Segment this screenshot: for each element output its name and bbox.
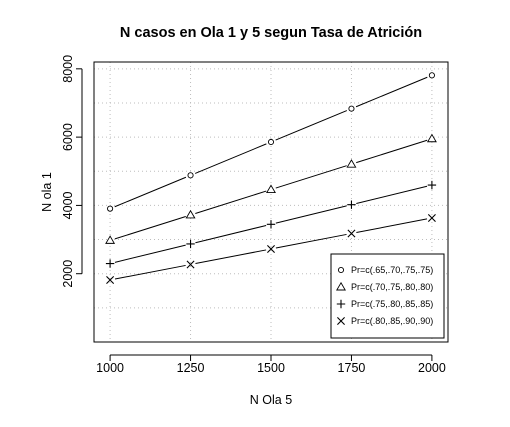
legend-label: Pr=c(.80,.85,.90,.90) [351, 316, 433, 326]
series-line-segment [275, 205, 347, 224]
series-line-segment [356, 218, 428, 234]
x-axis-label: N Ola 5 [250, 393, 292, 407]
y-axis-label: N ola 1 [40, 172, 54, 212]
series-line-segment [195, 249, 267, 265]
data-point [266, 184, 276, 194]
data-point [428, 72, 435, 79]
x-tick-label: 1250 [177, 361, 205, 375]
axes: 1000 1250 1500 1750 2000 2000 4000 6000 8000 [61, 55, 446, 375]
legend: Pr=c(.65,.70,.75,.75) Pr=c(.70,.75,.80,.8… [330, 253, 445, 339]
legend-marker [337, 317, 345, 325]
legend-box [330, 253, 445, 339]
y-tick-label: 4000 [61, 191, 75, 219]
data-point [187, 172, 194, 179]
series-line-segment [275, 110, 348, 141]
series-line-segment [114, 264, 186, 280]
y-tick-label: 8000 [61, 55, 75, 83]
data-point [107, 205, 114, 212]
data-point [267, 244, 275, 253]
series-line-segment [355, 76, 428, 108]
legend-marker [337, 266, 345, 274]
series-2 [105, 133, 437, 244]
series-line-segment [275, 165, 347, 189]
data-point [267, 138, 275, 146]
series-line-segment [356, 185, 428, 204]
data-point [427, 180, 437, 190]
x-tick-label: 1750 [338, 361, 366, 375]
series-group [105, 72, 437, 284]
data-point [426, 133, 437, 143]
data-point [347, 229, 356, 238]
data-point [185, 209, 196, 219]
data-point [347, 200, 356, 209]
series-3 [105, 180, 437, 268]
series-line-segment [195, 190, 267, 214]
y-tick-label: 2000 [61, 260, 75, 288]
plot-frame [93, 61, 449, 343]
series-1 [107, 72, 435, 212]
series-4 [106, 213, 436, 284]
data-point [427, 213, 436, 222]
legend-marker [336, 299, 346, 309]
x-tick-label: 2000 [418, 361, 446, 375]
data-point [348, 105, 355, 112]
legend-label: Pr=c(.75,.80,.85,.85) [351, 299, 433, 309]
data-point [105, 235, 116, 244]
series-line-segment [356, 139, 428, 164]
data-point [186, 239, 195, 249]
data-point [105, 259, 115, 268]
series-line-segment [114, 176, 187, 208]
chart-title: N casos en Ola 1 y 5 segun Tasa de Atric… [120, 25, 422, 41]
legend-label: Pr=c(.70,.75,.80,.80) [351, 282, 433, 292]
legend-marker [336, 281, 346, 291]
data-point [106, 276, 115, 284]
x-tick-label: 1500 [257, 361, 285, 375]
data-point [186, 260, 195, 269]
series-line-segment [275, 233, 347, 249]
data-point [266, 220, 276, 229]
y-tick-label: 6000 [61, 123, 75, 151]
x-tick-label: 1000 [96, 361, 124, 375]
series-line-segment [195, 224, 267, 244]
series-line-segment [114, 216, 186, 240]
data-point [346, 159, 357, 168]
legend-label: Pr=c(.65,.70,.75,.75) [351, 265, 433, 275]
series-line-segment [114, 244, 186, 263]
series-line-segment [194, 143, 267, 174]
